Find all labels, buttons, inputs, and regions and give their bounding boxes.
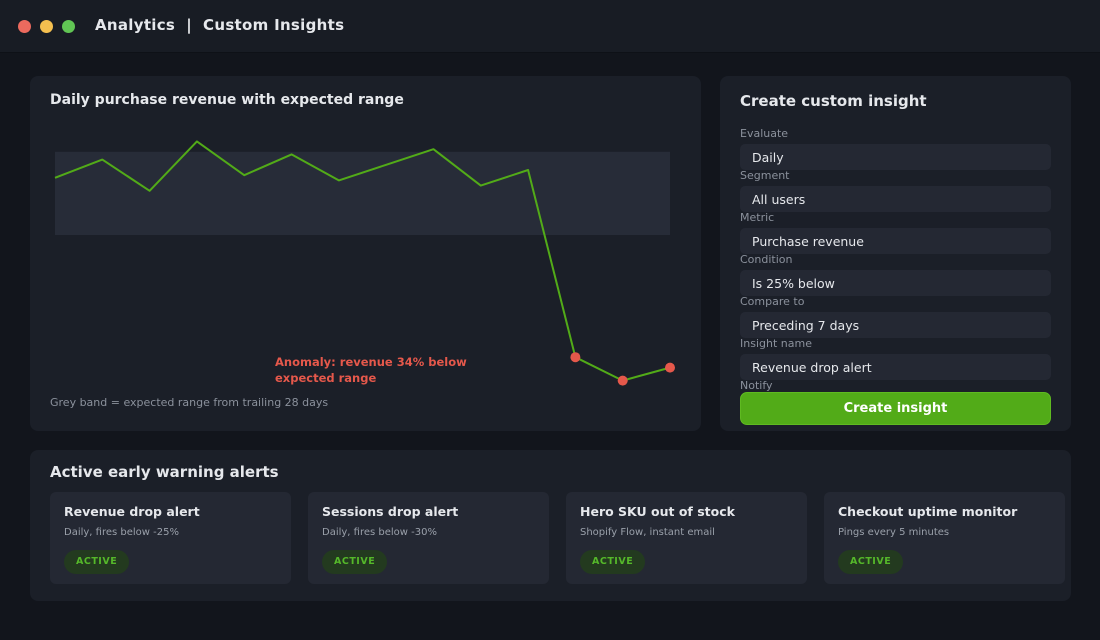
segment-value: All users xyxy=(752,192,806,207)
insight-name-label: Insight name xyxy=(740,337,812,350)
chart-caption: Grey band = expected range from trailing… xyxy=(50,396,329,409)
status-badge: ACTIVE xyxy=(580,550,646,574)
anomaly-point[interactable] xyxy=(665,362,675,373)
create-insight-button[interactable]: Create insight xyxy=(740,392,1051,425)
alert-name: Revenue drop alert xyxy=(64,504,200,519)
alert-name: Sessions drop alert xyxy=(322,504,459,519)
alert-description: Daily, fires below -25% xyxy=(64,527,179,538)
expected-range-band xyxy=(55,151,670,235)
segment-label: Segment xyxy=(740,169,790,182)
alert-card[interactable]: Hero SKU out of stock Shopify Flow, inst… xyxy=(566,492,807,584)
status-badge: ACTIVE xyxy=(64,550,130,574)
revenue-line-chart xyxy=(54,140,675,386)
metric-label: Metric xyxy=(740,211,775,224)
insight-name-input[interactable]: Revenue drop alert xyxy=(740,354,1051,380)
alert-description: Pings every 5 minutes xyxy=(838,527,950,538)
compare-to-value: Preceding 7 days xyxy=(752,318,860,333)
evaluate-label: Evaluate xyxy=(740,127,789,140)
alerts-title: Active early warning alerts xyxy=(50,463,279,481)
anomaly-point[interactable] xyxy=(570,352,581,363)
notify-label: Notify xyxy=(740,379,773,392)
status-badge: ACTIVE xyxy=(838,550,904,574)
alert-name: Hero SKU out of stock xyxy=(580,504,735,519)
anomaly-annotation: Anomaly: revenue 34% below expected rang… xyxy=(275,355,467,385)
evaluate-select[interactable]: Daily xyxy=(740,144,1051,170)
metric-select[interactable]: Purchase revenue xyxy=(740,228,1051,254)
create-insight-panel: Create custom insight Evaluate Daily Seg… xyxy=(720,76,1071,431)
active-alerts-panel: Active early warning alerts Revenue drop… xyxy=(30,450,1071,601)
alert-description: Shopify Flow, instant email xyxy=(580,527,715,538)
alert-card[interactable]: Sessions drop alert Daily, fires below -… xyxy=(308,492,549,584)
alert-name: Checkout uptime monitor xyxy=(838,504,1018,519)
compare-to-label: Compare to xyxy=(740,295,805,308)
insight-name-value: Revenue drop alert xyxy=(752,360,872,375)
evaluate-value: Daily xyxy=(752,150,784,165)
chart-title: Daily purchase revenue with expected ran… xyxy=(50,92,404,108)
alert-description: Daily, fires below -30% xyxy=(322,527,437,538)
status-badge: ACTIVE xyxy=(322,550,388,574)
maximize-window-icon[interactable] xyxy=(62,20,75,33)
segment-select[interactable]: All users xyxy=(740,186,1051,212)
metric-value: Purchase revenue xyxy=(752,234,864,249)
alert-card[interactable]: Checkout uptime monitor Pings every 5 mi… xyxy=(824,492,1065,584)
alert-card[interactable]: Revenue drop alert Daily, fires below -2… xyxy=(50,492,291,584)
condition-select[interactable]: Is 25% below xyxy=(740,270,1051,296)
condition-value: Is 25% below xyxy=(752,276,835,291)
close-window-icon[interactable] xyxy=(18,20,31,33)
anomaly-point[interactable] xyxy=(617,375,628,386)
minimize-window-icon[interactable] xyxy=(40,20,53,33)
compare-to-select[interactable]: Preceding 7 days xyxy=(740,312,1051,338)
condition-label: Condition xyxy=(740,253,793,266)
revenue-series-line xyxy=(54,140,671,382)
title-bar: Analytics | Custom Insights xyxy=(0,0,1100,53)
window-title: Analytics | Custom Insights xyxy=(95,16,345,34)
revenue-chart-panel: Daily purchase revenue with expected ran… xyxy=(30,76,701,431)
form-title: Create custom insight xyxy=(740,92,927,110)
